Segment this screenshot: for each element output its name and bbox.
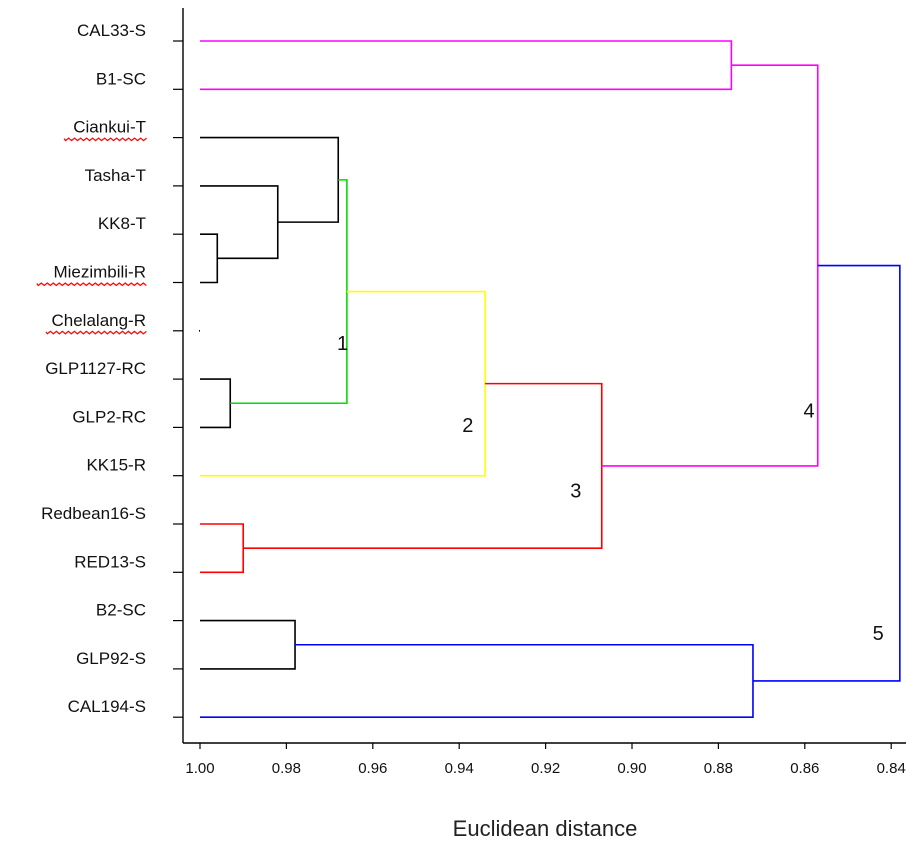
cluster-label: 3 <box>570 480 581 502</box>
cluster-label: 1 <box>337 333 348 355</box>
leaf-label: GLP2-RC <box>72 407 146 426</box>
leaf-label: CAL33-S <box>77 21 146 40</box>
x-tick-label: 0.98 <box>272 760 301 777</box>
cluster-label: 4 <box>804 401 815 423</box>
x-tick-label: 1.00 <box>185 760 214 777</box>
leaf-label: Miezimbili-R <box>53 263 146 282</box>
leaf-label: Ciankui-T <box>73 118 146 137</box>
branch-cluster-1 <box>230 179 348 405</box>
cluster-label: 5 <box>873 623 884 645</box>
spellcheck-underline <box>36 282 147 287</box>
branch-cal194 <box>200 643 754 718</box>
x-tick-label: 0.94 <box>445 760 474 777</box>
x-tick-label: 0.84 <box>877 760 906 777</box>
branch-b2-glp92 <box>200 619 296 670</box>
leaf-label: GLP1127-RC <box>45 359 146 378</box>
leaf-label: RED13-S <box>74 552 146 571</box>
x-axis-title: Euclidean distance <box>453 816 638 841</box>
spellcheck-underline <box>45 330 147 335</box>
branch-redbean-red13 <box>200 523 244 574</box>
x-tick-label: 0.92 <box>531 760 560 777</box>
leaf-label: GLP92-S <box>76 649 146 668</box>
spellcheck-underline <box>63 137 147 142</box>
branch-cluster-2 <box>200 290 486 477</box>
branch-cal33-b1 <box>200 40 733 91</box>
leaf-label: Tasha-T <box>85 166 146 185</box>
leaf-label: KK8-T <box>98 214 146 233</box>
branch-glp1127-glp2 <box>200 378 232 429</box>
leaf-label: CAL194-S <box>68 697 146 716</box>
leaf-label: B1-SC <box>96 69 146 88</box>
branch-cluster-3 <box>243 382 603 549</box>
branch-cluster-4 <box>601 64 819 467</box>
x-tick-label: 0.96 <box>358 760 387 777</box>
x-tick-label: 0.88 <box>704 760 733 777</box>
branch-tasha <box>200 185 279 260</box>
x-tick-label: 0.86 <box>790 760 819 777</box>
cluster-label: 2 <box>462 415 473 437</box>
x-tick-label: 0.90 <box>617 760 646 777</box>
leaf-label: Chelalang-R <box>52 311 147 330</box>
leaf-label: B2-SC <box>96 601 146 620</box>
leaf-label: Redbean16-S <box>41 504 146 523</box>
branch-kk8-miezimbili <box>200 233 219 284</box>
branch-ciankui <box>200 136 340 223</box>
leaf-label: KK15-R <box>86 456 146 475</box>
branch-cluster-5 <box>752 264 901 682</box>
